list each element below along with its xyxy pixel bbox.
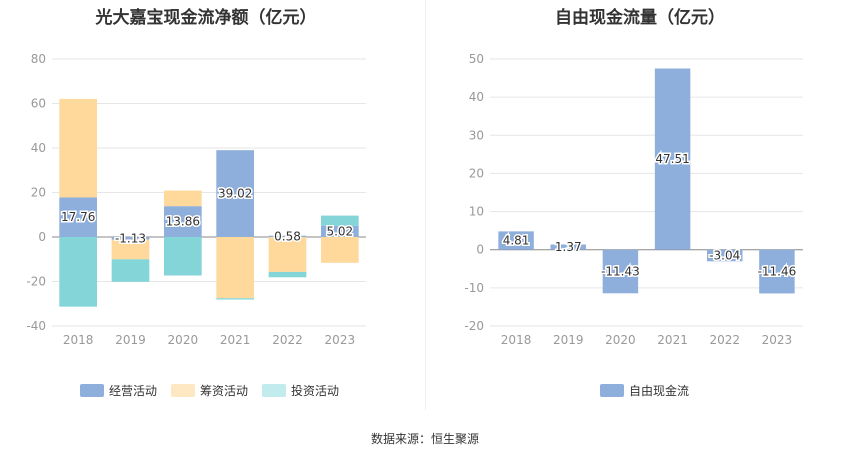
data-label-operating: -1.13 (115, 231, 146, 245)
y-tick-label: -20 (464, 319, 484, 333)
data-label-operating: 0.58 (274, 229, 301, 243)
data-label-free-cash-flow: 1.37 (555, 240, 582, 254)
x-tick-label: 2022 (709, 333, 740, 347)
left-chart-title: 光大嘉宝现金流净额（亿元） (95, 8, 317, 28)
bar-investing (268, 271, 307, 278)
y-tick-label: 80 (31, 52, 46, 66)
bar-investing (163, 237, 202, 276)
bar-financing (163, 190, 202, 207)
x-tick-label: 2023 (762, 333, 793, 347)
x-tick-label: 2018 (63, 333, 94, 347)
bar-operating (268, 235, 307, 237)
bar-operating (216, 150, 255, 237)
legend-swatch-fcf (600, 384, 624, 397)
x-tick-label: 2020 (168, 333, 199, 347)
legend-label-investing: 投资活动 (291, 384, 340, 398)
bar-operating (163, 206, 202, 237)
x-tick-label: 2018 (501, 333, 532, 347)
x-tick-label: 2019 (553, 333, 584, 347)
bar-investing (320, 215, 359, 226)
bar-financing (268, 237, 307, 272)
data-label-free-cash-flow: 47.51 (655, 152, 689, 166)
bar-financing (111, 239, 150, 260)
y-tick-label: -40 (26, 319, 46, 333)
y-tick-label: 60 (31, 97, 46, 111)
data-label-free-cash-flow: -11.43 (601, 265, 640, 279)
y-tick-label: 0 (476, 243, 484, 257)
bar-operating (111, 237, 150, 240)
y-tick-label: -20 (26, 275, 46, 289)
data-label-free-cash-flow: 4.81 (503, 234, 530, 248)
bar-free-cash-flow (759, 249, 795, 294)
bar-investing (216, 298, 255, 300)
data-label-operating: 17.76 (61, 210, 95, 224)
data-label-operating: 39.02 (218, 187, 252, 201)
bar-operating (320, 225, 359, 237)
right-chart-title: 自由现金流量（亿元） (555, 8, 725, 28)
bar-investing (111, 259, 150, 282)
bar-free-cash-flow (602, 249, 639, 294)
y-tick-label: 30 (469, 128, 484, 142)
x-tick-label: 2019 (115, 333, 146, 347)
bar-free-cash-flow (550, 244, 586, 250)
data-label-operating: 5.02 (326, 224, 353, 238)
right-legend: 自由现金流 (600, 382, 689, 399)
bar-financing (59, 98, 98, 198)
legend-swatch-investing (262, 384, 287, 397)
legend-item-fcf[interactable]: 自由现金流 (600, 382, 689, 399)
data-label-free-cash-flow: -3.04 (709, 249, 740, 263)
y-tick-label: 0 (38, 230, 46, 244)
bar-operating (59, 197, 98, 237)
x-tick-label: 2023 (325, 333, 356, 347)
y-tick-label: 40 (469, 90, 484, 104)
bar-financing (216, 237, 255, 299)
left-legend: 经营活动 筹资活动 投资活动 (80, 382, 339, 399)
x-tick-label: 2021 (220, 333, 251, 347)
legend-item-investing[interactable]: 投资活动 (262, 382, 339, 399)
y-tick-label: 20 (469, 166, 484, 180)
legend-item-operating[interactable]: 经营活动 (80, 382, 157, 399)
x-tick-label: 2020 (605, 333, 636, 347)
x-tick-label: 2022 (272, 333, 303, 347)
data-label-operating: 13.86 (166, 215, 200, 229)
y-tick-label: 50 (469, 52, 484, 66)
y-tick-label: -10 (464, 281, 484, 295)
panel-divider (425, 0, 426, 410)
y-tick-label: 40 (31, 141, 46, 155)
bar-free-cash-flow (707, 249, 743, 262)
x-tick-label: 2021 (657, 333, 688, 347)
bar-free-cash-flow (654, 68, 691, 250)
legend-swatch-financing (171, 384, 196, 397)
data-label-free-cash-flow: -11.46 (758, 265, 797, 279)
legend-label-fcf: 自由现金流 (629, 384, 690, 398)
legend-item-financing[interactable]: 筹资活动 (171, 382, 248, 399)
y-tick-label: 20 (31, 186, 46, 200)
legend-label-financing: 筹资活动 (200, 384, 249, 398)
legend-swatch-operating (80, 384, 104, 397)
y-tick-label: 10 (469, 205, 484, 219)
bar-investing (59, 237, 98, 307)
bar-free-cash-flow (498, 231, 534, 250)
data-source-note: 数据来源：恒生聚源 (370, 432, 479, 446)
legend-label-operating: 经营活动 (109, 384, 158, 398)
bar-financing (320, 237, 359, 263)
